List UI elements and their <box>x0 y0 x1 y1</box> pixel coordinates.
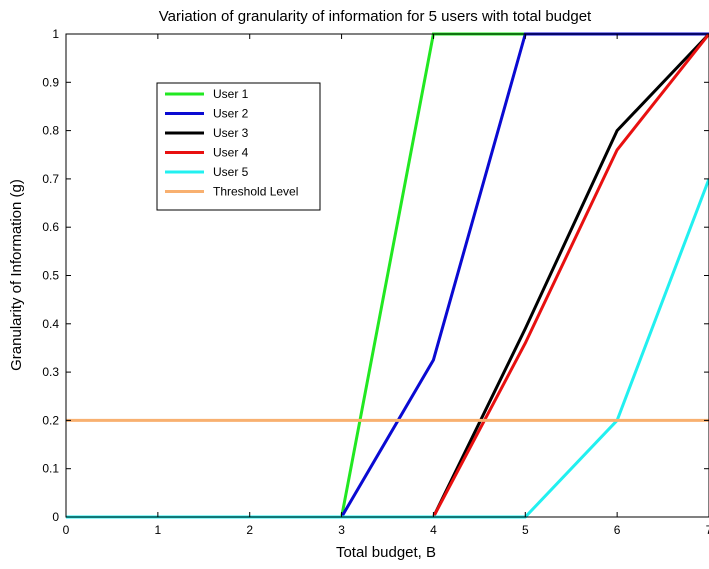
series-line-user-5 <box>66 178 709 519</box>
y-tick-label: 0.2 <box>42 413 59 427</box>
x-axis-label: Total budget, B <box>336 544 436 561</box>
x-tick-label: 0 <box>63 523 70 537</box>
chart-title: Variation of granularity of information … <box>159 8 592 25</box>
x-tick-label: 2 <box>246 523 253 537</box>
y-tick-label: 0.6 <box>42 220 59 234</box>
legend-label: User 2 <box>213 107 249 121</box>
y-tick-label: 0.5 <box>42 269 59 283</box>
x-tick-label: 4 <box>430 523 437 537</box>
y-tick-label: 0.9 <box>42 75 59 89</box>
x-tick-label: 7 <box>706 523 709 537</box>
y-axis: 0 0.1 0.2 0.3 0.4 0.5 0.6 0.7 0.8 0.9 1 <box>42 27 709 524</box>
y-tick-label: 0.1 <box>42 462 59 476</box>
y-tick-label: 0.8 <box>42 124 59 138</box>
y-tick-label: 0.3 <box>42 365 59 379</box>
y-tick-label: 0.4 <box>42 317 59 331</box>
legend-label: User 1 <box>213 87 249 101</box>
x-tick-label: 5 <box>522 523 529 537</box>
legend-label: User 3 <box>213 126 249 140</box>
y-axis-label: Granularity of Information (g) <box>8 179 25 371</box>
y-tick-label: 0 <box>52 510 59 524</box>
x-axis: 0 1 2 3 4 5 6 7 <box>63 34 709 537</box>
x-tick-label: 6 <box>614 523 621 537</box>
legend-box <box>156 82 321 211</box>
x-tick-label: 3 <box>338 523 345 537</box>
legend-label: Threshold Level <box>213 185 298 199</box>
legend: User 1 User 2 User 3 User 4 User 5 Threshold … <box>156 82 321 211</box>
y-tick-label: 1 <box>52 27 59 41</box>
y-tick-label: 0.7 <box>42 172 59 186</box>
legend-label: User 5 <box>213 165 249 179</box>
legend-label: User 4 <box>213 146 249 160</box>
x-tick-label: 1 <box>155 523 162 537</box>
